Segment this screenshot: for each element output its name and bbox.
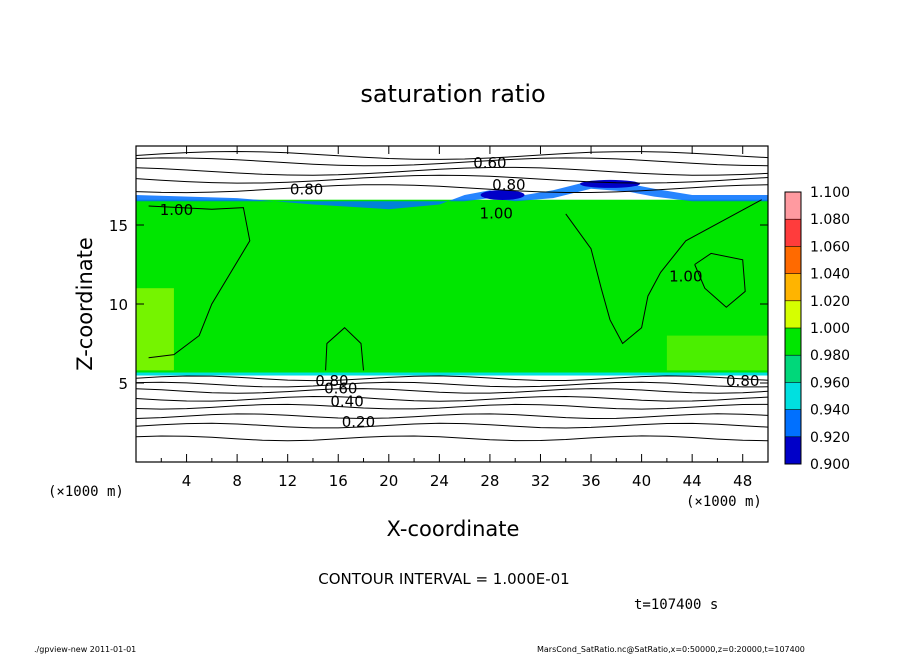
contour-1.00-main <box>148 205 251 359</box>
colorbar-label: 1.000 <box>810 321 850 337</box>
contour-label: 1.00 <box>669 268 702 286</box>
x-tick-label: 8 <box>232 472 242 490</box>
colorbar-label: 1.060 <box>810 239 850 255</box>
contour-lower-0 <box>135 375 769 382</box>
colorbar-label: 0.980 <box>810 348 850 364</box>
contour-lower-4 <box>135 403 769 410</box>
contour-label: 1.00 <box>160 201 193 219</box>
footer-left: ./gpview-new 2011-01-01 <box>34 645 136 654</box>
x-tick-label: 44 <box>683 472 702 490</box>
colorbar-label: 1.020 <box>810 294 850 310</box>
x-tick-label: 32 <box>531 472 550 490</box>
contour-lower-6 <box>135 422 769 429</box>
contour-1.00-dome <box>325 327 364 371</box>
colorbar-label: 0.940 <box>810 403 850 419</box>
contour-label: 0.80 <box>290 181 323 199</box>
x-tick-label: 4 <box>182 472 192 490</box>
contour-label: 0.60 <box>324 380 357 398</box>
colorbar-swatch <box>785 409 801 437</box>
colorbar-swatch <box>785 300 801 328</box>
contour-label: 1.00 <box>480 204 513 222</box>
footer-right: MarsCond_SatRatio.nc@SatRatio,x=0:50000,… <box>537 645 805 654</box>
x-axis-label: X-coordinate <box>387 517 520 541</box>
x-tick-label: 24 <box>430 472 449 490</box>
time-label: t=107400 s <box>634 597 718 613</box>
contour-lower-3 <box>135 395 769 402</box>
contour-lower-7 <box>135 435 769 442</box>
contour-label: 0.60 <box>473 154 506 172</box>
x-unit-left: (×1000 m) <box>48 484 124 500</box>
contour-label: 0.80 <box>315 372 348 390</box>
x-tick-label: 48 <box>733 472 752 490</box>
contour-1.00-right <box>694 252 746 308</box>
colorbar-label: 0.900 <box>810 457 850 473</box>
colorbar-label: 0.960 <box>810 375 850 391</box>
contour-lower-2 <box>135 388 769 394</box>
contour-label: 0.40 <box>330 392 363 410</box>
colorbar-label: 1.080 <box>810 212 850 228</box>
chart-title: saturation ratio <box>360 80 545 108</box>
y-tick-label: 10 <box>109 296 128 314</box>
colorbar-swatch <box>785 219 801 247</box>
x-tick-label: 36 <box>581 472 600 490</box>
subsaturated-blob-upper <box>480 189 525 200</box>
x-unit-right: (×1000 m) <box>686 494 762 510</box>
x-tick-label: 20 <box>379 472 398 490</box>
colorbar: 1.100 1.080 1.060 1.040 1.020 1.000 0.980 0.960… <box>784 185 850 473</box>
y-tick-label: 5 <box>118 375 128 393</box>
contour-lower-1 <box>135 381 769 388</box>
colorbar-swatch <box>785 246 801 274</box>
x-tick-label: 16 <box>329 472 348 490</box>
colorbar-label: 1.040 <box>810 267 850 283</box>
subsaturated-blob-upper-right <box>580 179 640 188</box>
subsaturated-bottom-band <box>136 372 768 376</box>
contour-upper-0 <box>135 150 769 160</box>
x-tick-label: 28 <box>480 472 499 490</box>
colorbar-swatch <box>785 355 801 383</box>
colorbar-swatch <box>785 382 801 410</box>
contour-1.00-mid <box>565 199 762 345</box>
colorbar-swatch <box>785 273 801 301</box>
contour-label: 0.20 <box>342 413 375 431</box>
colorbar-swatch <box>785 192 801 220</box>
contour-label: 0.80 <box>492 176 525 194</box>
supersaturated-patch-right <box>666 335 768 371</box>
colorbar-label: 0.920 <box>810 430 850 446</box>
contour-label: 0.80 <box>726 372 759 390</box>
plot-area: 0.600.80 0.801.00 1.001.000.800.600.400.20… <box>109 145 769 490</box>
contour-lower-5 <box>135 413 769 420</box>
x-tick-label: 12 <box>278 472 297 490</box>
supersaturated-patch-left <box>136 288 174 371</box>
colorbar-swatch <box>785 436 801 464</box>
x-tick-label: 40 <box>632 472 651 490</box>
colorbar-swatch <box>785 328 801 356</box>
contour-interval: CONTOUR INTERVAL = 1.000E-01 <box>318 570 569 588</box>
contour-upper-2 <box>135 166 769 176</box>
contour-upper-4 <box>135 184 769 194</box>
y-tick-label: 15 <box>109 217 128 235</box>
y-axis-label: Z-coordinate <box>73 237 97 371</box>
contour-upper-3 <box>135 174 769 184</box>
colorbar-label: 1.100 <box>810 185 850 201</box>
contour-upper-1 <box>135 157 769 167</box>
saturated-region <box>136 199 768 374</box>
